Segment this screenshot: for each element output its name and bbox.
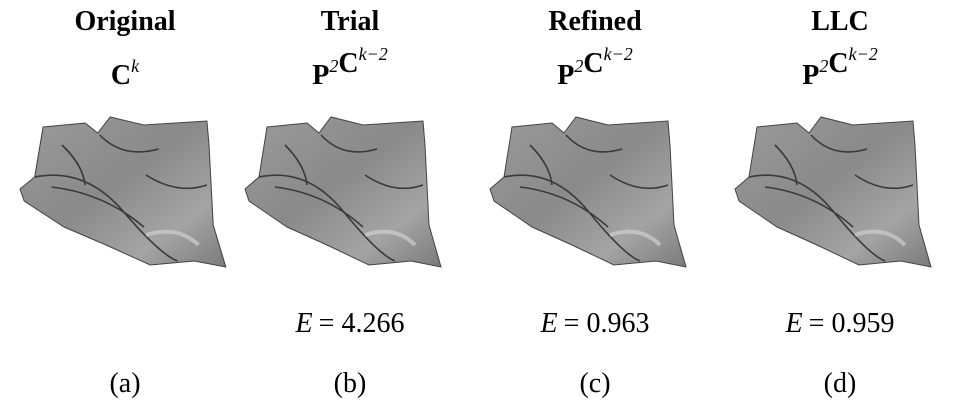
error-symbol: E (295, 308, 313, 339)
error-value: E= 0.959 (785, 308, 895, 339)
formula-base: C (338, 48, 358, 79)
panel: Trial P2Ck−2 E= 4.266 (b) (245, 6, 441, 399)
surface-image (245, 117, 441, 267)
formula-sup: k−2 (849, 44, 878, 64)
error-symbol: E (785, 308, 803, 339)
formula: Ck (111, 56, 140, 91)
formula-sup: 2 (329, 56, 338, 76)
error-rest: = 0.959 (809, 308, 895, 339)
panel-caption: (c) (579, 368, 610, 399)
formula: P2Ck−2 (557, 44, 632, 91)
error-rest: = 4.266 (319, 308, 405, 339)
formula-sup: k−2 (359, 44, 388, 64)
formula: P2Ck−2 (312, 44, 387, 91)
formula-base: P (312, 60, 329, 91)
surface-image (20, 117, 226, 267)
formula-base: P (557, 60, 574, 91)
formula-base: P (802, 60, 819, 91)
formula-sup: k−2 (604, 44, 633, 64)
surface-image (490, 117, 686, 267)
panel-title: LLC (811, 6, 869, 37)
error-value: E= 0.963 (540, 308, 650, 339)
panel-caption: (b) (334, 368, 367, 399)
panel: LLC P2Ck−2 E= 0.959 (d) (735, 6, 931, 399)
formula: P2Ck−2 (802, 44, 877, 91)
panel-title: Original (74, 6, 175, 37)
formula-sup: 2 (574, 56, 583, 76)
panel-caption: (d) (824, 368, 857, 399)
formula-base: C (828, 48, 848, 79)
formula-base: C (111, 60, 131, 91)
panel-title: Refined (548, 6, 642, 37)
panel-title: Trial (321, 6, 380, 37)
panel: Refined P2Ck−2 E= 0.963 (c) (490, 6, 686, 399)
panel: Original Ck (a) (20, 6, 226, 399)
formula-sup: k (131, 56, 140, 76)
panel-caption: (a) (109, 368, 140, 399)
formula-base: C (583, 48, 603, 79)
figure: OriginalCk(a)TrialP2Ck−2E= 4.266(b)Refin… (0, 0, 970, 401)
error-rest: = 0.963 (564, 308, 650, 339)
error-symbol: E (540, 308, 558, 339)
formula-sup: 2 (819, 56, 828, 76)
surface-image (735, 117, 931, 267)
error-value: E= 4.266 (295, 308, 405, 339)
